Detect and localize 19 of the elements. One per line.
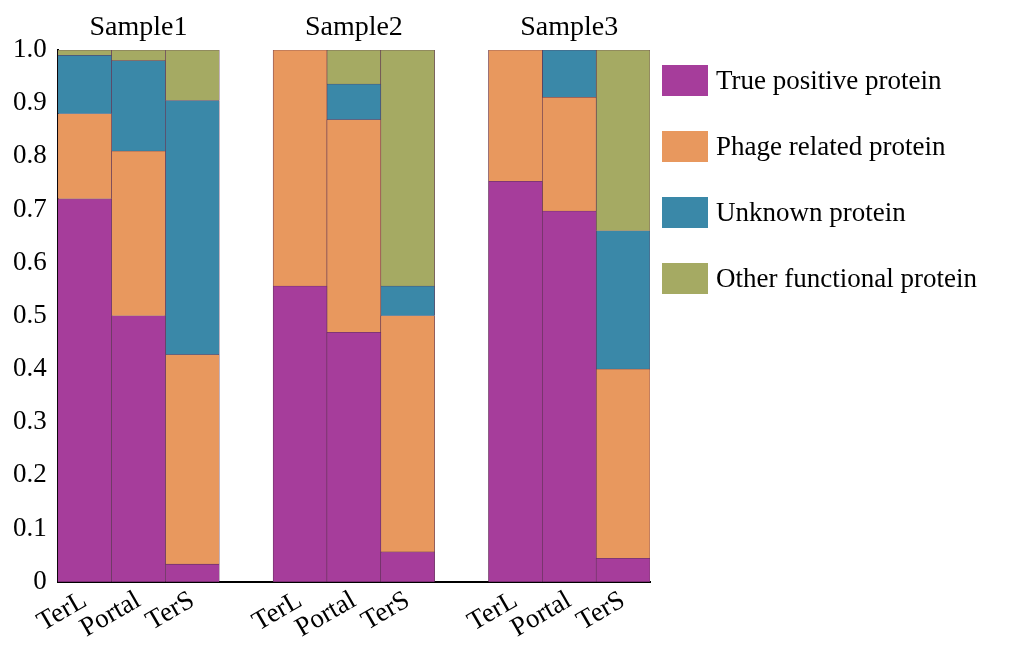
y-tick-label: 0.7 xyxy=(13,192,47,223)
y-tick-label: 0 xyxy=(33,564,47,595)
legend-label: Unknown protein xyxy=(716,197,906,228)
legend-label: Phage related protein xyxy=(716,131,946,162)
y-tick-label: 0.3 xyxy=(13,405,47,436)
text: Sample2 xyxy=(304,10,403,42)
y-tick-label: 0.8 xyxy=(13,139,47,170)
text: Sample1 xyxy=(89,10,188,42)
y-tick-label: 0.1 xyxy=(13,511,47,542)
y-tick-label: 0.9 xyxy=(13,86,47,117)
x-tick-label: TerS xyxy=(140,584,199,636)
y-tick-label: 1.0 xyxy=(13,33,47,64)
y-tick-label: 0.5 xyxy=(13,298,47,329)
y-tick-label: 0.2 xyxy=(13,458,47,489)
text: Sample3 xyxy=(520,10,619,42)
y-tick-label: 0.4 xyxy=(13,352,48,383)
legend-label: True positive protein xyxy=(716,65,942,96)
legend-label: Other functional protein xyxy=(716,263,977,294)
y-tick-label: 0.6 xyxy=(13,245,47,276)
